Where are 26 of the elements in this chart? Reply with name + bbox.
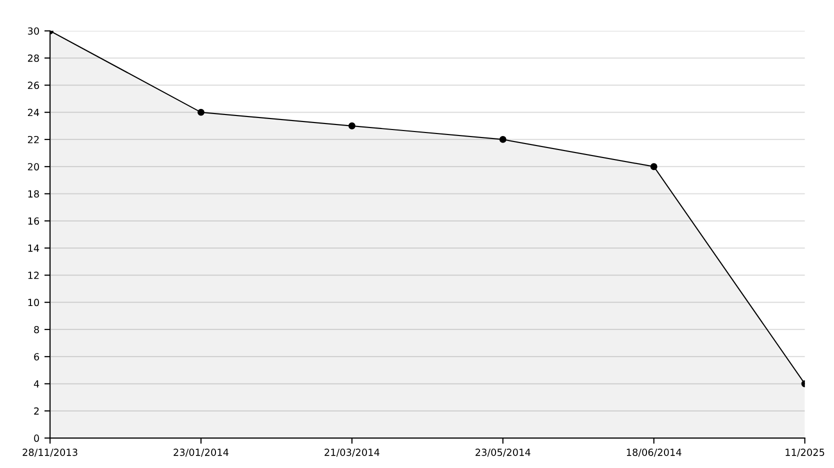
point	[499, 136, 506, 143]
y-tick-label: 28	[28, 54, 39, 62]
y-tick-label: 18	[28, 190, 39, 198]
y-tick-label: 22	[28, 136, 39, 144]
y-tick-label: 20	[28, 163, 39, 170]
y-tick-label: 12	[28, 272, 39, 279]
x-tick-label: 18/06/2014	[626, 448, 682, 457]
y-tick-label: 14	[28, 244, 40, 252]
y-tick-label: 6	[34, 353, 40, 360]
y-tick-label: 26	[28, 82, 40, 90]
point	[198, 108, 204, 116]
y-tick-label: 10	[28, 298, 39, 306]
y-tick-label: 4	[34, 380, 40, 388]
x-tick-label: 23/05/2014	[476, 448, 530, 457]
x-tick-label: 28/11/2013	[22, 448, 78, 457]
y-tick-label: 2	[34, 407, 39, 415]
x-tick-label: 11/2025	[786, 448, 824, 457]
y-tick-label: 30	[28, 27, 39, 35]
y-tick-label: 8	[34, 326, 39, 334]
y-tick-label: 0	[34, 434, 39, 442]
point	[650, 163, 658, 170]
point	[348, 122, 356, 130]
x-tick-label: 23/01/2014	[174, 448, 228, 457]
y-tick-label: 16	[28, 217, 40, 225]
y-tick-label: 24	[28, 108, 40, 116]
x-tick-label: 21/03/2014	[324, 448, 380, 457]
